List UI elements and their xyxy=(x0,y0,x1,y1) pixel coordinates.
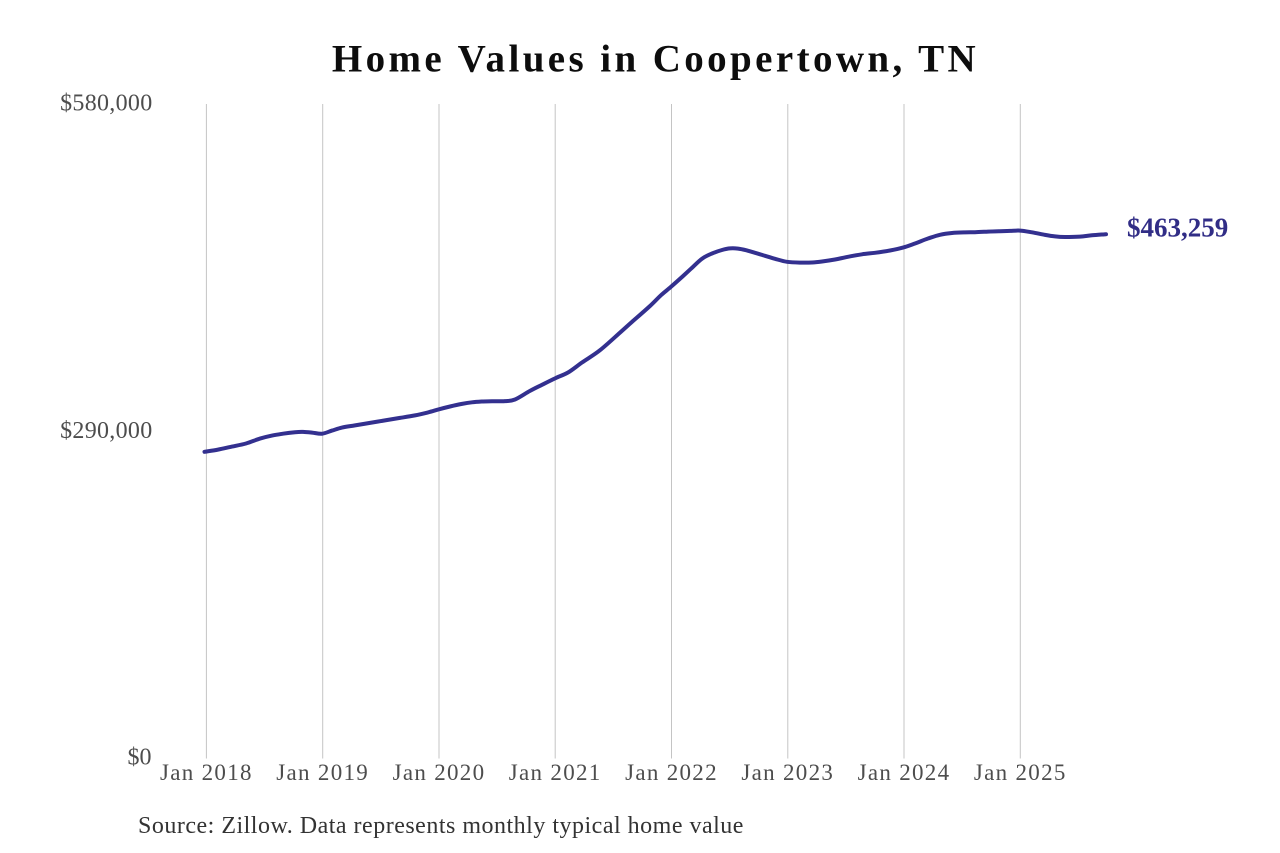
svg-text:Jan 2020: Jan 2020 xyxy=(393,760,486,785)
svg-text:Jan 2019: Jan 2019 xyxy=(276,760,369,785)
svg-text:$463,259: $463,259 xyxy=(1127,212,1228,242)
svg-text:Home Values in Coopertown, TN: Home Values in Coopertown, TN xyxy=(332,38,979,81)
svg-text:$290,000: $290,000 xyxy=(60,418,152,444)
svg-text:Jan 2022: Jan 2022 xyxy=(625,760,718,785)
svg-text:Jan 2018: Jan 2018 xyxy=(160,760,253,785)
svg-text:Jan 2023: Jan 2023 xyxy=(741,760,834,785)
svg-text:Jan 2021: Jan 2021 xyxy=(509,760,602,785)
svg-text:$580,000: $580,000 xyxy=(60,90,152,116)
svg-text:$0: $0 xyxy=(128,745,152,771)
svg-text:Source: Zillow. Data represent: Source: Zillow. Data represents monthly … xyxy=(138,813,744,839)
svg-text:Jan 2025: Jan 2025 xyxy=(974,760,1067,785)
svg-text:Jan 2024: Jan 2024 xyxy=(858,760,951,785)
